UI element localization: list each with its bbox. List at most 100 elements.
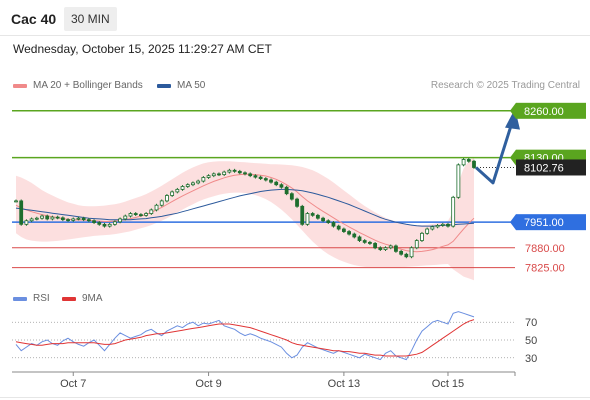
level-label-4: 7825.00 — [525, 263, 565, 275]
candle — [175, 187, 180, 194]
candle — [295, 197, 299, 208]
candle — [34, 216, 39, 221]
candle-body — [29, 218, 34, 222]
legend-9ma: 9MA — [62, 293, 103, 304]
candle — [128, 212, 133, 218]
level-label-2: 7951.00 — [524, 217, 564, 229]
candle — [289, 192, 294, 201]
candle-body — [310, 213, 315, 216]
candle-body — [81, 217, 86, 221]
candle — [206, 174, 211, 179]
time-axis: Oct 7 Oct 9 Oct 13 Oct 15 — [12, 371, 516, 390]
candle-body — [425, 228, 430, 234]
candle — [347, 230, 351, 236]
candle — [253, 174, 258, 179]
candle — [159, 199, 164, 207]
candle — [133, 212, 138, 217]
candle-body — [269, 179, 273, 183]
copyright-notice: Research © 2025 Trading Central — [430, 80, 580, 91]
candle-body — [253, 175, 258, 178]
candle-body — [321, 217, 325, 222]
candle-body — [357, 236, 362, 241]
candle-body — [284, 186, 289, 195]
timeframe-button[interactable]: 30 MIN — [64, 7, 117, 31]
candle-body — [243, 172, 247, 175]
rsi-ma-line — [15, 319, 475, 357]
candle — [139, 213, 143, 217]
candle — [258, 175, 263, 181]
candle — [300, 204, 305, 226]
candle — [284, 185, 289, 196]
candle — [60, 216, 65, 222]
candle — [196, 179, 201, 185]
candle — [144, 212, 149, 217]
legend-9ma-swatch — [62, 296, 76, 301]
candle-body — [289, 193, 294, 200]
candle-body — [461, 159, 466, 166]
candle — [430, 225, 435, 231]
candle-body — [373, 243, 378, 249]
level-labels: 8260.008130.007951.007880.007825.008102.… — [510, 102, 586, 275]
candle — [310, 212, 315, 217]
bollinger-bands — [16, 157, 474, 281]
candle-body — [263, 178, 268, 181]
candle — [420, 231, 424, 242]
legend-rsi-swatch — [13, 296, 27, 301]
candle — [232, 168, 237, 173]
rsi-line — [15, 311, 475, 361]
candle-body — [440, 223, 445, 226]
candle — [66, 218, 70, 222]
legend-ma50: MA 50 — [157, 80, 205, 91]
candle-body — [50, 216, 55, 220]
candle — [45, 214, 50, 221]
candle — [19, 199, 24, 226]
candle-body — [86, 219, 91, 222]
forecast-arrow — [474, 108, 520, 185]
candle — [388, 244, 393, 250]
candle — [435, 223, 440, 229]
time-tick-label-2: Oct 13 — [328, 378, 360, 390]
legend-9ma-label: 9MA — [82, 293, 103, 304]
candle-body — [175, 188, 180, 193]
candle-body — [170, 191, 175, 196]
candle — [40, 214, 44, 220]
candle — [373, 241, 378, 250]
candle — [321, 216, 325, 223]
candle-body — [71, 218, 76, 221]
candle — [357, 235, 362, 242]
candle-body — [107, 223, 112, 227]
level-label-bg-2 — [516, 214, 586, 231]
candle-body — [14, 200, 18, 203]
candle — [341, 227, 346, 233]
forecast-arrow-path — [474, 122, 514, 185]
level-label-0: 8260.00 — [524, 106, 564, 118]
candle-body — [451, 196, 456, 227]
legend-ma20: MA 20 + Bollinger Bands — [13, 80, 143, 91]
candle-body — [19, 200, 24, 225]
legend-rsi: RSI — [13, 293, 50, 304]
candle — [456, 163, 461, 199]
candle — [112, 220, 117, 226]
candle-body — [326, 220, 331, 223]
level-label-tip-2 — [510, 214, 516, 231]
bollinger-band-area — [16, 157, 474, 281]
legend-ma20-swatch — [13, 83, 27, 88]
candle — [440, 222, 445, 227]
candle-body — [300, 205, 305, 225]
candle — [368, 240, 372, 245]
candle — [243, 171, 247, 176]
candle — [446, 222, 450, 228]
candle-body — [295, 198, 299, 207]
candle-body — [206, 175, 211, 178]
candle-body — [185, 184, 190, 187]
candle-body — [201, 177, 206, 182]
candle-body — [274, 181, 279, 186]
candle-body — [378, 247, 383, 250]
candle — [97, 221, 102, 226]
candle-body — [368, 241, 372, 244]
instrument-name: Cac 40 — [11, 11, 57, 27]
candle-body — [305, 213, 310, 225]
candle-body — [139, 214, 143, 217]
candle — [274, 180, 279, 187]
